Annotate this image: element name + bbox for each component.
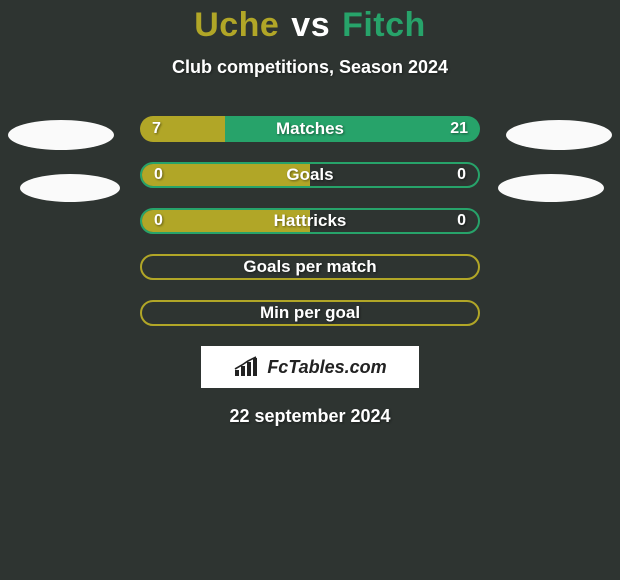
row-label: Matches [276,119,344,139]
value-right: 0 [457,166,466,184]
date-text: 22 september 2024 [0,406,620,427]
infographic-container: Uche vs Fitch Club competitions, Season … [0,0,620,580]
placeholder-oval [8,120,114,150]
stat-row: 0 0 Hattricks [140,208,480,234]
row-label: Goals per match [243,257,376,277]
placeholder-oval [506,120,612,150]
logo-chart-icon [233,356,261,378]
subtitle: Club competitions, Season 2024 [0,57,620,78]
row-label: Hattricks [274,211,347,231]
stat-rows: 7 21 Matches 0 0 Goals 0 0 Hattricks Goals per ma… [0,116,620,326]
placeholder-oval [20,174,120,202]
fill-left [142,164,310,186]
value-left: 0 [154,212,163,230]
logo-box: FcTables.com [201,346,419,388]
stat-row: 7 21 Matches [140,116,480,142]
stat-row: Goals per match [140,254,480,280]
value-left: 7 [152,120,161,138]
fill-right [225,116,480,142]
value-right: 0 [457,212,466,230]
player-a-name: Uche [194,6,279,44]
row-label: Goals [286,165,333,185]
player-b-name: Fitch [342,6,426,44]
title: Uche vs Fitch [0,0,620,45]
value-right: 21 [450,120,468,138]
stat-row: 0 0 Goals [140,162,480,188]
logo-text: FcTables.com [267,357,386,378]
placeholder-oval [498,174,604,202]
row-label: Min per goal [260,303,360,323]
vs-label: vs [291,6,330,44]
stat-row: Min per goal [140,300,480,326]
value-left: 0 [154,166,163,184]
